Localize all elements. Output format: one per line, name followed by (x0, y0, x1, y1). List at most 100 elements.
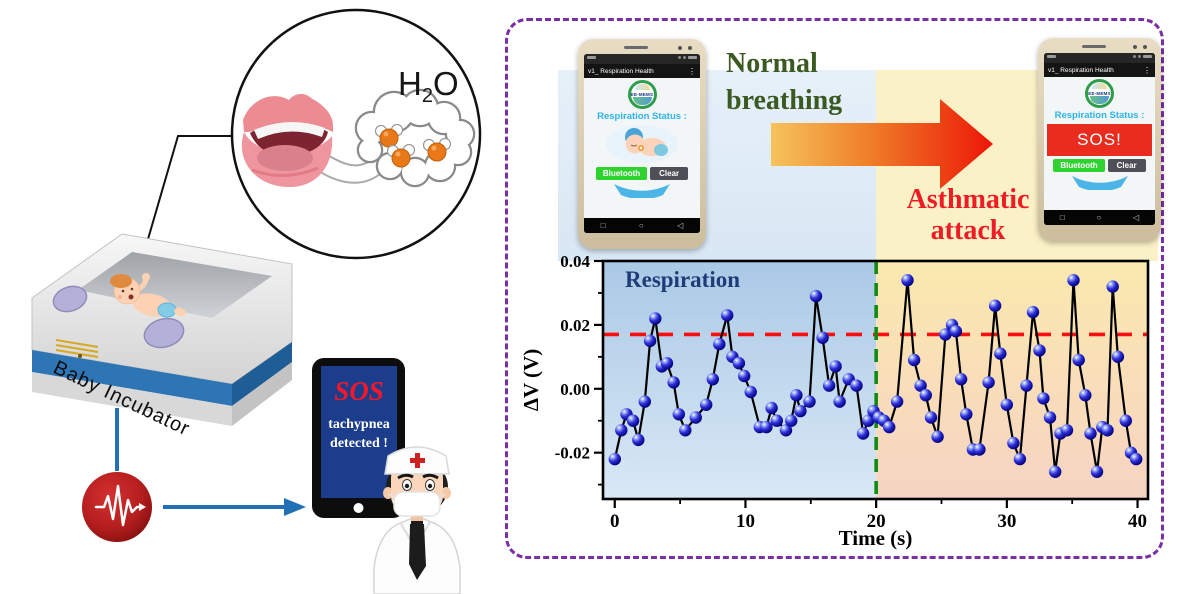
data-point (960, 408, 973, 421)
data-point (1020, 379, 1033, 392)
data-point (1106, 280, 1119, 293)
clear-button[interactable]: Clear (1107, 159, 1146, 172)
tablet-home-button[interactable] (353, 503, 364, 513)
smartphone-sos: v1_ Respiration Health ⋮ EE-MEMS Respira… (1038, 38, 1161, 241)
app-title-bar: v1_ Respiration Health ⋮ (584, 64, 700, 78)
data-point (1000, 398, 1013, 411)
respiration-status-label: Respiration Status : (597, 111, 687, 122)
h2o-label: H2O (398, 65, 459, 107)
bluetooth-button[interactable]: Bluetooth (1053, 159, 1105, 172)
bluetooth-button[interactable]: Bluetooth (595, 167, 648, 180)
respiration-chart: 0 10 20 30 40 0.04 0.02 0.00 -0.02 Respiration Tim… (519, 252, 1150, 550)
data-point (1090, 465, 1104, 478)
normal-breathing-label: Normal breathing (726, 48, 843, 116)
app-content: EE-MEMS Respiration Status : SOS! Blueto… (1044, 77, 1155, 210)
x-axis-title: Time (s) (839, 526, 913, 550)
menu-icon[interactable]: ⋮ (688, 66, 696, 76)
nav-recents-icon[interactable]: □ (1059, 213, 1065, 222)
doctor-character (373, 446, 461, 594)
breath-cloud-fill (357, 91, 473, 185)
data-point (1130, 452, 1143, 466)
data-point (1026, 305, 1040, 319)
data-point (1033, 344, 1046, 357)
data-point (721, 309, 734, 322)
data-point (994, 347, 1007, 360)
doctor-face-mask (393, 491, 441, 517)
data-point (1013, 452, 1027, 466)
asthmatic-attack-label: Asthmatic attack (906, 184, 1030, 246)
phone-sensor-icon (688, 46, 692, 50)
sleeping-baby-image (606, 125, 678, 163)
sos-tablet: SOS tachypnea detected ! (312, 358, 405, 518)
menu-icon[interactable]: ⋮ (1143, 65, 1151, 75)
y-axis-title: ΔV (V) (519, 349, 543, 411)
water-molecule-icons (374, 123, 452, 168)
data-point (822, 379, 836, 392)
pulse-sensor-icon (82, 472, 152, 542)
data-point (1049, 465, 1062, 478)
data-point (1060, 424, 1074, 437)
x-tick-label: 30 (997, 511, 1016, 532)
monitoring-panel: Normal breathing Asthmatic attack v1_ Re… (505, 18, 1164, 559)
doctor-tie (409, 524, 426, 580)
data-point (779, 424, 793, 437)
data-point (914, 379, 927, 392)
magnifier-connector-line (136, 135, 232, 278)
data-point (816, 331, 829, 344)
respiration-status-label: Respiration Status : (1054, 110, 1145, 121)
phone-nav-bar: □ ○ ◁ (584, 218, 700, 233)
phone-sensor-icon (1143, 45, 1147, 49)
nav-home-icon[interactable]: ○ (638, 221, 644, 230)
data-point (856, 427, 870, 440)
y-tick-label: 0.02 (560, 316, 590, 335)
app-title-bar: v1_ Respiration Health ⋮ (1044, 63, 1155, 77)
data-point (713, 337, 726, 351)
data-point (706, 373, 719, 386)
data-point (924, 411, 938, 424)
nav-back-icon[interactable]: ◁ (677, 221, 684, 230)
tablet-alert-line1: tachypnea (328, 417, 389, 432)
data-point (919, 389, 932, 402)
left-illustration: H2O (31, 8, 482, 594)
phone-screen: v1_ Respiration Health ⋮ EE-MEMS Respira… (1044, 53, 1155, 225)
data-point (982, 376, 995, 389)
data-point (732, 357, 746, 370)
nav-recents-icon[interactable]: □ (600, 221, 606, 230)
data-point (679, 424, 692, 437)
data-point (1079, 389, 1092, 402)
ribbon-banner (1071, 176, 1128, 190)
data-point (1037, 392, 1050, 405)
data-point (954, 373, 968, 386)
tablet-alert-line2: detected ! (330, 436, 388, 451)
data-point (790, 389, 803, 402)
x-tick-label: 10 (736, 511, 755, 532)
data-point (949, 325, 963, 338)
sos-alert-banner: SOS! (1047, 124, 1152, 156)
data-point (850, 379, 863, 392)
nav-home-icon[interactable]: ○ (1096, 213, 1102, 222)
data-point (973, 443, 986, 456)
data-point (809, 289, 823, 303)
data-point (1111, 350, 1125, 363)
clear-button[interactable]: Clear (650, 167, 689, 180)
y-tick-label: -0.02 (555, 444, 590, 463)
baby (110, 273, 186, 318)
app-title: v1_ Respiration Health (588, 67, 654, 75)
data-point (1067, 274, 1080, 287)
data-point (907, 353, 921, 367)
x-tick-label: 0 (610, 511, 620, 532)
data-point (608, 452, 621, 466)
incubator-porthole (52, 285, 88, 313)
data-point (667, 376, 680, 389)
data-point (833, 395, 846, 408)
data-point (638, 395, 651, 408)
phone-nav-bar: □ ○ ◁ (1044, 210, 1155, 225)
nav-back-icon[interactable]: ◁ (1132, 213, 1140, 222)
data-point (700, 398, 713, 411)
data-point (862, 414, 875, 427)
data-point (765, 401, 778, 415)
phone-screen: v1_ Respiration Health ⋮ EE-MEMS Respira… (584, 54, 700, 233)
data-point (988, 299, 1002, 312)
phone-speaker (1082, 45, 1107, 48)
data-point (738, 369, 751, 383)
